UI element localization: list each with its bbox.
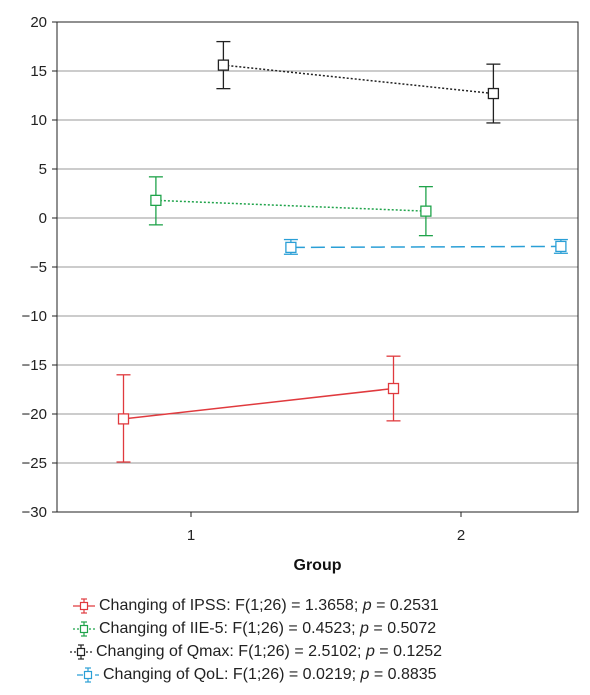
series-line: [223, 64, 494, 95]
legend-symbol: [73, 621, 95, 637]
legend-item: Changing of Qmax: F(1;26) = 2.5102; p = …: [70, 641, 442, 663]
legend-symbol: [77, 667, 99, 683]
y-tick-label: −30: [22, 504, 47, 521]
legend-label: Changing of Qmax: F(1;26) = 2.5102; p = …: [96, 643, 443, 660]
series: [283, 238, 568, 255]
series: [116, 355, 401, 463]
y-tick-label: 15: [30, 63, 47, 80]
data-point: [150, 194, 162, 207]
data-point: [217, 59, 230, 71]
data-point: [555, 240, 567, 253]
y-tick-label: 10: [30, 112, 47, 129]
series: [148, 176, 433, 237]
x-axis-label: Group: [294, 557, 342, 574]
y-tick-label: 0: [39, 210, 47, 227]
y-tick-label: −20: [22, 406, 47, 423]
x-tick-label: 1: [187, 527, 195, 544]
legend-item: Changing of QoL: F(1;26) = 0.0219; p = 0…: [77, 664, 437, 686]
y-tick-label: −15: [22, 357, 47, 374]
grid-lines: [57, 21, 578, 513]
legend-label: Changing of IIE-5: F(1;26) = 0.4523; p =…: [99, 620, 437, 637]
legend-item: Changing of IIE-5: F(1;26) = 0.4523; p =…: [73, 618, 436, 640]
x-tick-label: 2: [457, 527, 465, 544]
legend-item: Changing of IPSS: F(1;26) = 1.3658; p = …: [73, 595, 439, 617]
legend-symbol: [70, 644, 92, 660]
legend-symbol: [73, 598, 95, 614]
legend-label: Changing of QoL: F(1;26) = 0.0219; p = 0…: [103, 666, 437, 683]
legend-label: Changing of IPSS: F(1;26) = 1.3658; p = …: [99, 597, 439, 614]
data-point: [487, 87, 500, 100]
series: [216, 40, 501, 124]
y-tick-label: −10: [22, 308, 47, 325]
series-line: [290, 245, 561, 249]
y-tick-label: −5: [30, 259, 47, 276]
data-point: [285, 241, 297, 254]
data-point: [387, 382, 400, 395]
series-layer: [116, 40, 568, 463]
y-axis-ticks: 20 15 10 5 0 −5 −10 −15 −20 −25 −30: [22, 14, 57, 521]
y-tick-label: 5: [39, 161, 47, 178]
series-line: [123, 387, 394, 420]
series-line: [155, 199, 426, 212]
data-point: [117, 413, 130, 425]
data-point: [420, 205, 432, 217]
y-tick-label: 20: [30, 14, 47, 31]
y-tick-label: −25: [22, 455, 47, 472]
